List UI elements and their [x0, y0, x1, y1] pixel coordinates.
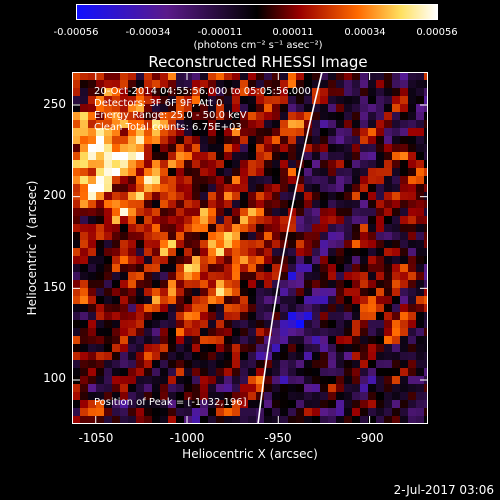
y-tick-label: 150	[43, 280, 66, 294]
plot-timestamp: 2-Jul-2017 03:06	[393, 483, 494, 497]
colorbar-tick: 0.00011	[272, 27, 314, 38]
info-detectors: Detectors: 3F 6F 9F, Att 0	[94, 98, 223, 109]
colorbar-tick: -0.00034	[125, 27, 171, 38]
x-tick-label: -1000	[169, 431, 205, 445]
colorbar-tick: -0.00056	[53, 27, 99, 38]
colorbar-tick: -0.00011	[197, 27, 243, 38]
x-tick-label: -1050	[78, 431, 114, 445]
y-tick-label: 200	[43, 188, 66, 202]
x-tick-label: -900	[356, 431, 384, 445]
info-time-range: 20-Oct-2014 04:55:56.000 to 05:05:56.000	[94, 86, 311, 97]
peak-position-label: Position of Peak = [-1032,196]	[94, 397, 247, 408]
colorbar-tick: 0.00034	[344, 27, 386, 38]
colorbar-tick: 0.00056	[416, 27, 458, 38]
x-axis-label: Heliocentric X (arcsec)	[182, 447, 318, 461]
colorbar-unit-label: (photons cm⁻² s⁻¹ asec⁻²)	[193, 40, 323, 51]
rhessi-image-plot	[72, 72, 428, 424]
y-tick-label: 100	[43, 371, 66, 385]
colorbar-gradient	[77, 5, 437, 19]
info-energy-range: Energy Range: 25.0 - 50.0 keV	[94, 110, 247, 121]
axis-ticks	[72, 72, 428, 424]
plot-frame	[72, 72, 428, 424]
x-tick-label: -950	[264, 431, 292, 445]
colorbar	[76, 4, 438, 20]
y-axis-label: Heliocentric Y (arcsec)	[25, 180, 39, 316]
image-pixels	[72, 72, 428, 424]
y-tick-label: 250	[43, 97, 66, 111]
solar-limb-curve	[257, 72, 323, 424]
info-counts: Clean Total counts: 6.75E+03	[94, 122, 242, 133]
image-title: Reconstructed RHESSI Image	[148, 53, 368, 71]
